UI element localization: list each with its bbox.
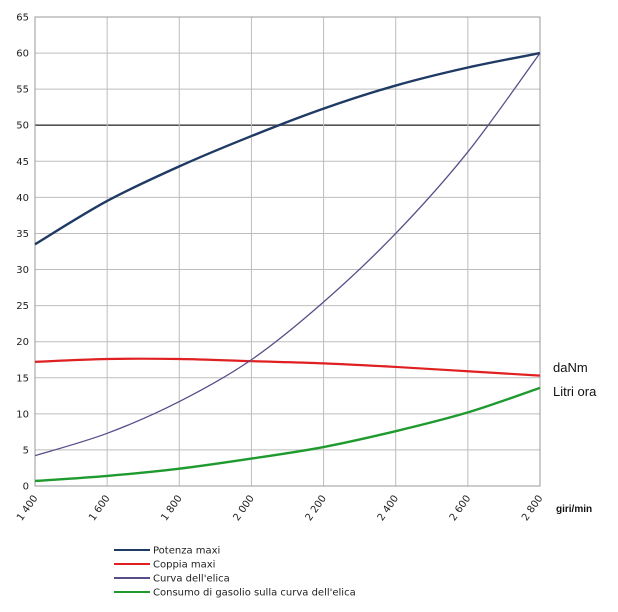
legend-item-potenza-maxi: Potenza maxi xyxy=(153,546,220,557)
y-tick-label: 20 xyxy=(16,337,29,348)
series-line-consumo-gasolio xyxy=(34,386,541,483)
x-tick-label: 1 600 xyxy=(87,493,112,523)
y-tick-label: 30 xyxy=(16,265,29,276)
x-tick-label: 2 200 xyxy=(304,493,329,523)
legend-item-consumo-gasolio: Consumo di gasolio sulla curva dell'elic… xyxy=(153,588,356,599)
y-axis-tick-labels: 0 5 10 15 20 25 30 35 40 45 50 55 60 65 xyxy=(16,13,29,493)
series-lines xyxy=(34,51,541,483)
y-tick-label: 25 xyxy=(16,301,29,312)
y-tick-label: 5 xyxy=(23,445,29,456)
y-tick-label: 35 xyxy=(16,229,29,240)
series-line-curva-elica xyxy=(34,52,541,457)
y-tick-label: 50 xyxy=(16,121,29,132)
y-tick-label: 0 xyxy=(23,482,29,493)
plot-frame xyxy=(34,16,541,487)
series-line-potenza-maxi xyxy=(34,51,541,246)
y-tick-label: 65 xyxy=(16,13,29,24)
x-tick-label: 2 800 xyxy=(520,493,545,523)
legend-item-coppia-maxi: Coppia maxi xyxy=(153,560,215,571)
y-tick-label: 10 xyxy=(16,409,29,420)
y-tick-label: 55 xyxy=(16,85,29,96)
x-axis-tick-labels: 1 400 1 600 1 800 2 000 2 200 2 400 2 600 2 800 xyxy=(15,493,545,523)
x-tick-label: 1 800 xyxy=(159,493,184,523)
x-tick-label: 1 400 xyxy=(15,493,40,523)
x-axis-label: giri/min xyxy=(556,504,592,515)
x-tick-label: 2 600 xyxy=(448,493,473,523)
side-label-danm: daNm xyxy=(553,360,588,375)
legend: Potenza maxi Coppia maxi Curva dell'elica C… xyxy=(114,546,356,599)
side-label-litri-ora: Litri ora xyxy=(553,384,597,399)
y-tick-label: 15 xyxy=(16,373,29,384)
grid xyxy=(34,16,541,487)
y-tick-label: 45 xyxy=(16,157,29,168)
x-tick-label: 2 400 xyxy=(376,493,401,523)
y-tick-label: 60 xyxy=(16,49,29,60)
y-tick-label: 40 xyxy=(16,193,29,204)
x-tick-label: 2 000 xyxy=(231,493,256,523)
series-line-coppia-maxi xyxy=(34,357,541,377)
legend-item-curva-elica: Curva dell'elica xyxy=(153,574,230,585)
